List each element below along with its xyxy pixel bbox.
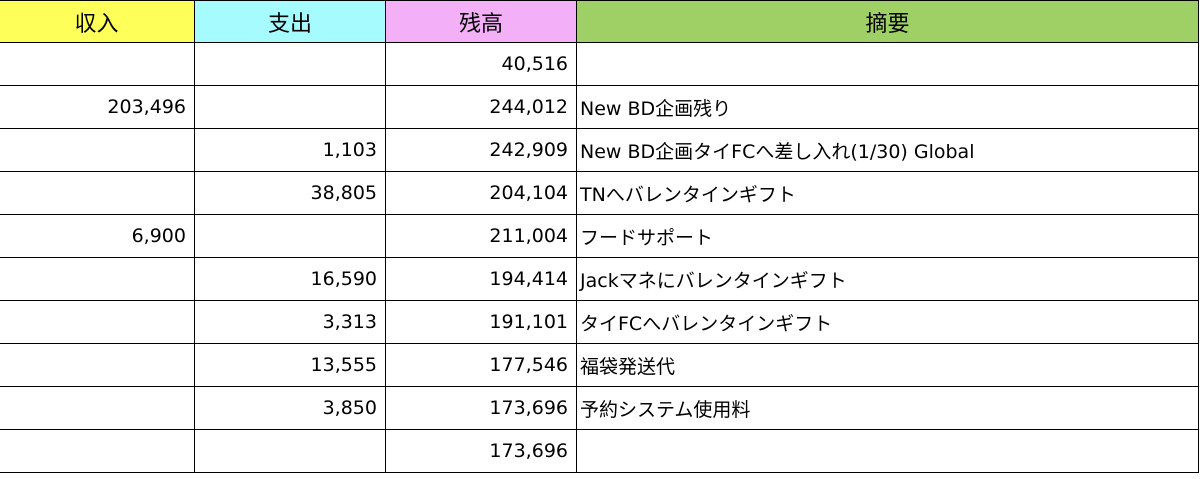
table-row: 13,555 177,546 福袋発送代 [0,343,1199,387]
balance-cell[interactable]: 173,696 [385,386,577,430]
income-cell[interactable] [0,300,195,344]
expense-cell[interactable] [194,42,386,86]
memo-cell[interactable]: フードサポート [576,214,1199,258]
memo-column-header: 摘要 [576,0,1199,43]
income-cell[interactable] [0,42,195,86]
income-cell[interactable] [0,257,195,301]
memo-cell[interactable]: 予約システム使用料 [576,386,1199,430]
expense-cell[interactable]: 13,555 [194,343,386,387]
expense-cell[interactable]: 3,313 [194,300,386,344]
memo-cell[interactable]: 福袋発送代 [576,343,1199,387]
expense-cell[interactable] [194,429,386,473]
income-column-header: 収入 [0,0,195,43]
balance-cell[interactable]: 244,012 [385,85,577,129]
table-row: 203,496 244,012 New BD企画残り [0,85,1199,129]
table-row: 6,900 211,004 フードサポート [0,214,1199,258]
table-row: 1,103 242,909 New BD企画タイFCへ差し入れ(1/30) Glob… [0,128,1199,172]
income-cell[interactable] [0,386,195,430]
memo-cell[interactable]: タイFCへバレンタインギフト [576,300,1199,344]
table-row: 3,850 173,696 予約システム使用料 [0,386,1199,430]
income-cell[interactable]: 203,496 [0,85,195,129]
balance-cell[interactable]: 242,909 [385,128,577,172]
balance-cell[interactable]: 194,414 [385,257,577,301]
income-cell[interactable] [0,171,195,215]
memo-cell[interactable]: New BD企画残り [576,85,1199,129]
table-row: 38,805 204,104 TNへバレンタインギフト [0,171,1199,215]
income-cell[interactable]: 6,900 [0,214,195,258]
header-row: 収入 支出 残高 摘要 [0,0,1199,43]
balance-cell[interactable]: 40,516 [385,42,577,86]
income-cell[interactable] [0,128,195,172]
table-row: 40,516 [0,42,1199,86]
memo-cell[interactable]: New BD企画タイFCへ差し入れ(1/30) Global [576,128,1199,172]
expense-cell[interactable] [194,214,386,258]
balance-cell[interactable]: 204,104 [385,171,577,215]
expense-cell[interactable] [194,85,386,129]
table-row: 3,313 191,101 タイFCへバレンタインギフト [0,300,1199,344]
memo-cell[interactable] [576,429,1199,473]
table-row: 173,696 [0,429,1199,473]
income-cell[interactable] [0,429,195,473]
expense-cell[interactable]: 1,103 [194,128,386,172]
expense-cell[interactable]: 16,590 [194,257,386,301]
balance-cell[interactable]: 191,101 [385,300,577,344]
balance-cell[interactable]: 173,696 [385,429,577,473]
memo-cell[interactable] [576,42,1199,86]
expense-column-header: 支出 [194,0,386,43]
balance-cell[interactable]: 177,546 [385,343,577,387]
memo-cell[interactable]: TNへバレンタインギフト [576,171,1199,215]
income-cell[interactable] [0,343,195,387]
balance-cell[interactable]: 211,004 [385,214,577,258]
expense-cell[interactable]: 38,805 [194,171,386,215]
table-row: 16,590 194,414 Jackマネにバレンタインギフト [0,257,1199,301]
expense-cell[interactable]: 3,850 [194,386,386,430]
memo-cell[interactable]: Jackマネにバレンタインギフト [576,257,1199,301]
balance-column-header: 残高 [385,0,577,43]
